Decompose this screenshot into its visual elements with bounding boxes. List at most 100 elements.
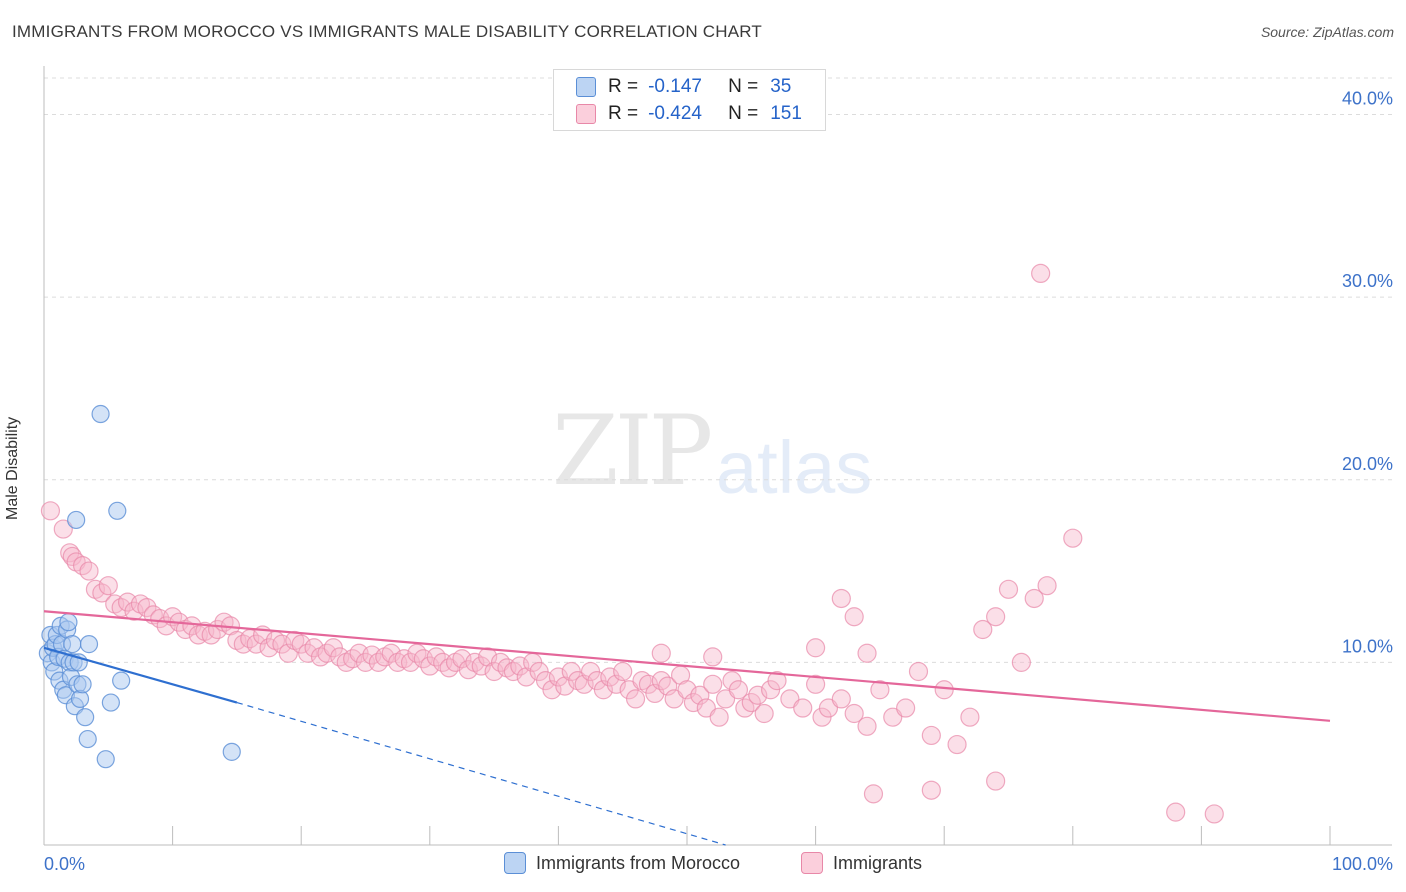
data-point-morocco <box>101 693 120 712</box>
data-point-immigrants <box>986 607 1006 627</box>
bottom-legend-label: Immigrants <box>833 852 923 873</box>
chart-title: IMMIGRANTS FROM MOROCCO VS IMMIGRANTS MA… <box>12 22 762 41</box>
data-point-immigrants <box>137 597 157 618</box>
data-point-immigrants <box>947 734 967 755</box>
data-point-morocco <box>59 613 78 632</box>
trend-line-morocco-extension <box>236 701 726 846</box>
data-point-morocco <box>79 635 99 654</box>
bottom-legend-label: Immigrants from Morocco <box>536 852 741 873</box>
data-point-immigrants <box>259 638 279 658</box>
bottom-legend-immigrants: Immigrants <box>801 852 922 874</box>
data-point-immigrants <box>921 725 941 746</box>
data-point-immigrants <box>632 671 652 691</box>
source-label: Source: ZipAtlas.com <box>1260 24 1394 40</box>
data-point-immigrants <box>285 630 305 651</box>
legend-swatch-pink <box>576 104 596 124</box>
data-point-immigrants <box>844 703 864 724</box>
data-point-immigrants <box>703 674 723 694</box>
trend-line-morocco <box>43 646 238 704</box>
data-point-immigrants <box>1063 528 1083 548</box>
data-point-immigrants <box>805 674 826 694</box>
legend-n-label: N = <box>728 103 759 124</box>
data-point-immigrants <box>998 579 1019 599</box>
data-point-immigrants <box>844 607 864 627</box>
data-point-immigrants <box>1204 804 1224 824</box>
x-tick-label: 0.0% <box>44 854 85 874</box>
bottom-swatch-pink <box>801 852 823 874</box>
y-tick-label: 40.0% <box>1342 89 1393 109</box>
data-point-immigrants <box>934 680 954 700</box>
gridlines <box>44 77 1392 663</box>
y-tick-label: 20.0% <box>1342 454 1393 474</box>
axes <box>43 66 1392 846</box>
data-point-morocco <box>67 510 86 530</box>
data-point-morocco <box>73 675 92 694</box>
data-point-immigrants <box>53 519 73 539</box>
data-point-immigrants <box>831 588 851 609</box>
watermark-atlas: atlas <box>716 426 873 509</box>
legend-r-value: -0.424 <box>648 103 702 124</box>
data-point-immigrants <box>1166 802 1186 822</box>
trend-line-immigrants <box>43 610 1331 722</box>
tick-labels: 10.0% 20.0% 30.0% 40.0% 0.0% 100.0% <box>44 89 1393 874</box>
trend-lines <box>43 610 1331 846</box>
data-point-immigrants <box>458 660 478 680</box>
data-point-immigrants <box>625 689 646 709</box>
data-point-immigrants <box>40 501 61 521</box>
data-point-immigrants <box>703 647 723 667</box>
data-point-immigrants <box>1011 652 1031 672</box>
data-point-immigrants <box>960 707 980 727</box>
data-point-immigrants <box>863 784 884 804</box>
data-point-immigrants <box>754 703 774 724</box>
data-point-immigrants <box>1024 588 1044 609</box>
data-point-immigrants <box>98 576 118 596</box>
data-point-immigrants <box>896 698 916 718</box>
data-point-immigrants <box>793 698 813 718</box>
y-tick-label: 30.0% <box>1342 271 1393 291</box>
bottom-swatch-blue <box>504 852 526 874</box>
legend-swatch-blue <box>576 77 596 97</box>
data-point-immigrants <box>613 661 633 682</box>
data-point-morocco <box>63 635 82 654</box>
legend-r-value: -0.147 <box>648 76 702 97</box>
legend-n-value: 151 <box>770 103 802 124</box>
data-point-morocco <box>108 501 127 520</box>
legend-r-label: R = <box>608 103 639 124</box>
data-point-immigrants <box>805 638 826 658</box>
watermark-zip: ZIP <box>552 395 713 507</box>
legend-row-immigrants: R = -0.424 N = 151 <box>576 102 802 126</box>
data-point-immigrants <box>1037 576 1057 596</box>
legend-n-label: N = <box>728 76 759 97</box>
data-point-immigrants <box>908 661 929 682</box>
data-point-immigrants <box>857 716 877 736</box>
data-point-immigrants <box>870 680 890 700</box>
data-point-immigrants <box>921 780 941 800</box>
correlation-legend: R = -0.147 N = 35 R = -0.424 N = 151 <box>553 69 826 131</box>
data-point-immigrants <box>767 671 787 691</box>
data-point-immigrants <box>741 692 761 713</box>
x-tick-label: 100.0% <box>1332 854 1393 874</box>
data-point-morocco <box>76 708 95 727</box>
data-point-immigrants <box>124 601 144 621</box>
data-point-immigrants <box>709 707 729 727</box>
data-point-morocco <box>78 729 97 749</box>
data-point-immigrants <box>510 656 530 676</box>
data-point-immigrants <box>130 594 151 614</box>
morocco-points <box>38 404 241 769</box>
data-point-morocco <box>112 671 131 690</box>
data-point-morocco <box>91 404 110 424</box>
legend-n-value: 35 <box>770 76 792 97</box>
data-point-immigrants <box>79 561 99 581</box>
data-point-immigrants <box>85 579 106 599</box>
data-point-immigrants <box>973 619 993 640</box>
data-point-morocco <box>222 742 241 761</box>
y-tick-label: 10.0% <box>1342 636 1393 656</box>
data-point-immigrants <box>728 680 749 700</box>
legend-r-label: R = <box>608 76 639 97</box>
data-point-immigrants <box>831 689 851 709</box>
data-point-immigrants <box>857 643 877 663</box>
immigrants-points <box>40 263 1224 824</box>
data-point-immigrants <box>1031 263 1051 284</box>
data-point-immigrants <box>651 643 671 663</box>
